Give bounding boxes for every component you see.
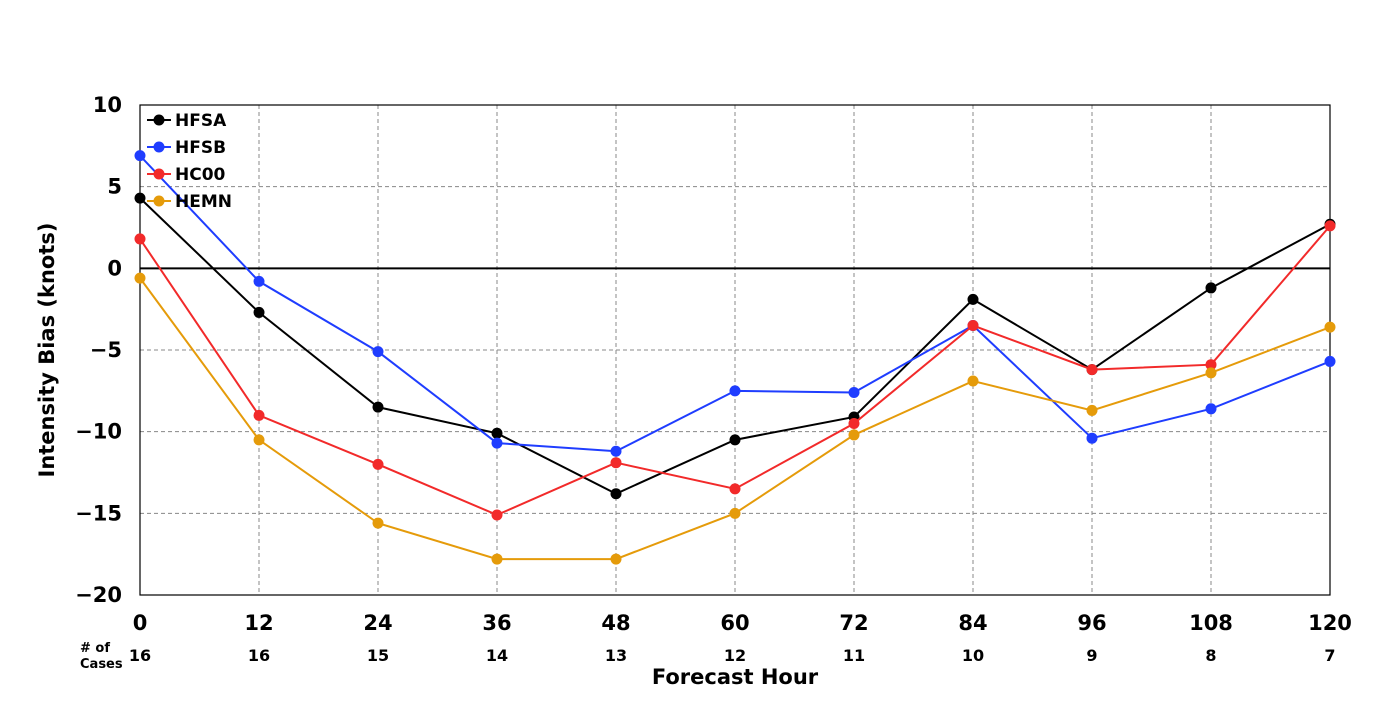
case-count-label: 15 <box>367 646 389 665</box>
data-point-hemn <box>729 507 741 519</box>
data-point-hfsa <box>372 401 384 413</box>
x-tick-label: 84 <box>958 611 987 635</box>
case-count-label: 10 <box>962 646 984 665</box>
x-tick-label: 96 <box>1077 611 1106 635</box>
x-tick-label: 108 <box>1189 611 1233 635</box>
data-point-hc00 <box>1205 359 1217 371</box>
data-point-hc00 <box>372 458 384 470</box>
x-tick-label: 24 <box>363 611 392 635</box>
data-point-hc00 <box>1086 364 1098 376</box>
cases-caption-line2: Cases <box>80 657 123 672</box>
case-count-label: 12 <box>724 646 746 665</box>
x-tick-label: 36 <box>482 611 511 635</box>
legend-label-hfsa: HFSA <box>175 111 227 131</box>
data-point-hfsb <box>134 150 146 162</box>
data-point-hc00 <box>491 509 503 521</box>
cases-caption-line1: # of <box>80 641 110 656</box>
data-point-hfsb <box>1324 355 1336 367</box>
y-tick-labels: 10 5 0 −5 −10 −15 −20 <box>75 93 122 607</box>
data-point-hfsa <box>610 488 622 500</box>
x-tick-label: 12 <box>244 611 273 635</box>
data-point-hemn <box>134 272 146 284</box>
series-layer <box>134 150 1336 565</box>
data-point-hfsb <box>372 346 384 358</box>
case-count-label: 13 <box>605 646 627 665</box>
y-tick-label: 5 <box>107 175 122 199</box>
data-point-hemn <box>372 517 384 529</box>
y-tick-label: −15 <box>75 501 122 525</box>
data-point-hc00 <box>848 418 860 429</box>
legend-marker-hemn <box>153 195 165 207</box>
data-point-hfsb <box>491 437 503 449</box>
cases-row: 16 16 15 14 13 12 11 10 9 8 7 <box>129 646 1336 665</box>
data-point-hfsb <box>848 386 860 398</box>
x-tick-label: 48 <box>601 611 630 635</box>
data-point-hfsb <box>729 385 741 397</box>
data-point-hfsa <box>134 192 146 204</box>
case-count-label: 7 <box>1324 646 1335 665</box>
data-point-hemn <box>253 434 265 446</box>
case-count-label: 14 <box>486 646 508 665</box>
data-point-hfsb <box>1086 432 1098 444</box>
case-count-label: 9 <box>1086 646 1097 665</box>
y-tick-label: −5 <box>90 338 122 362</box>
plot-frame <box>139 104 1331 596</box>
legend-label-hemn: HEMN <box>175 192 232 212</box>
data-point-hemn <box>491 553 503 565</box>
data-point-hemn <box>610 553 622 565</box>
legend-marker-hfsa <box>153 114 165 126</box>
data-point-hemn <box>848 429 860 441</box>
y-tick-label: −10 <box>75 420 122 444</box>
data-point-hemn <box>967 375 979 387</box>
case-count-label: 16 <box>248 646 270 665</box>
data-point-hfsa <box>967 293 979 305</box>
data-point-hfsa <box>1205 282 1217 294</box>
data-point-hfsb <box>610 445 622 457</box>
x-tick-label: 120 <box>1308 611 1352 635</box>
y-tick-label: −20 <box>75 583 122 607</box>
y-axis-title: Intensity Bias (knots) <box>35 223 59 478</box>
data-point-hc00 <box>729 483 741 495</box>
data-point-hc00 <box>610 457 622 469</box>
legend: HFSA HFSB HC00 HEMN <box>147 111 232 212</box>
x-tick-label: 60 <box>720 611 749 635</box>
data-point-hc00 <box>134 233 146 245</box>
data-point-hemn <box>1205 367 1217 379</box>
legend-label-hfsb: HFSB <box>175 138 226 158</box>
case-count-label: 8 <box>1205 646 1216 665</box>
y-tick-label: 0 <box>107 256 122 280</box>
data-point-hemn <box>1324 321 1336 333</box>
legend-marker-hc00 <box>153 168 165 180</box>
x-tick-labels: 0 12 24 36 48 60 72 84 96 108 120 <box>133 611 1352 635</box>
x-tick-label: 0 <box>133 611 148 635</box>
data-point-hfsa <box>253 306 265 318</box>
legend-label-hc00: HC00 <box>175 165 226 185</box>
case-count-label: 16 <box>129 646 151 665</box>
case-count-label: 11 <box>843 646 865 665</box>
y-tick-label: 10 <box>93 93 122 117</box>
data-point-hc00 <box>253 409 265 421</box>
legend-marker-hfsb <box>153 141 165 153</box>
data-point-hfsb <box>253 275 265 287</box>
data-point-hc00 <box>1324 220 1336 232</box>
x-axis-title: Forecast Hour <box>652 665 819 689</box>
data-point-hfsa <box>729 434 741 446</box>
data-point-hemn <box>1086 404 1098 416</box>
data-point-hfsb <box>1205 403 1217 415</box>
data-point-hfsa <box>491 427 503 439</box>
x-tick-label: 72 <box>839 611 868 635</box>
data-point-hc00 <box>967 320 979 331</box>
